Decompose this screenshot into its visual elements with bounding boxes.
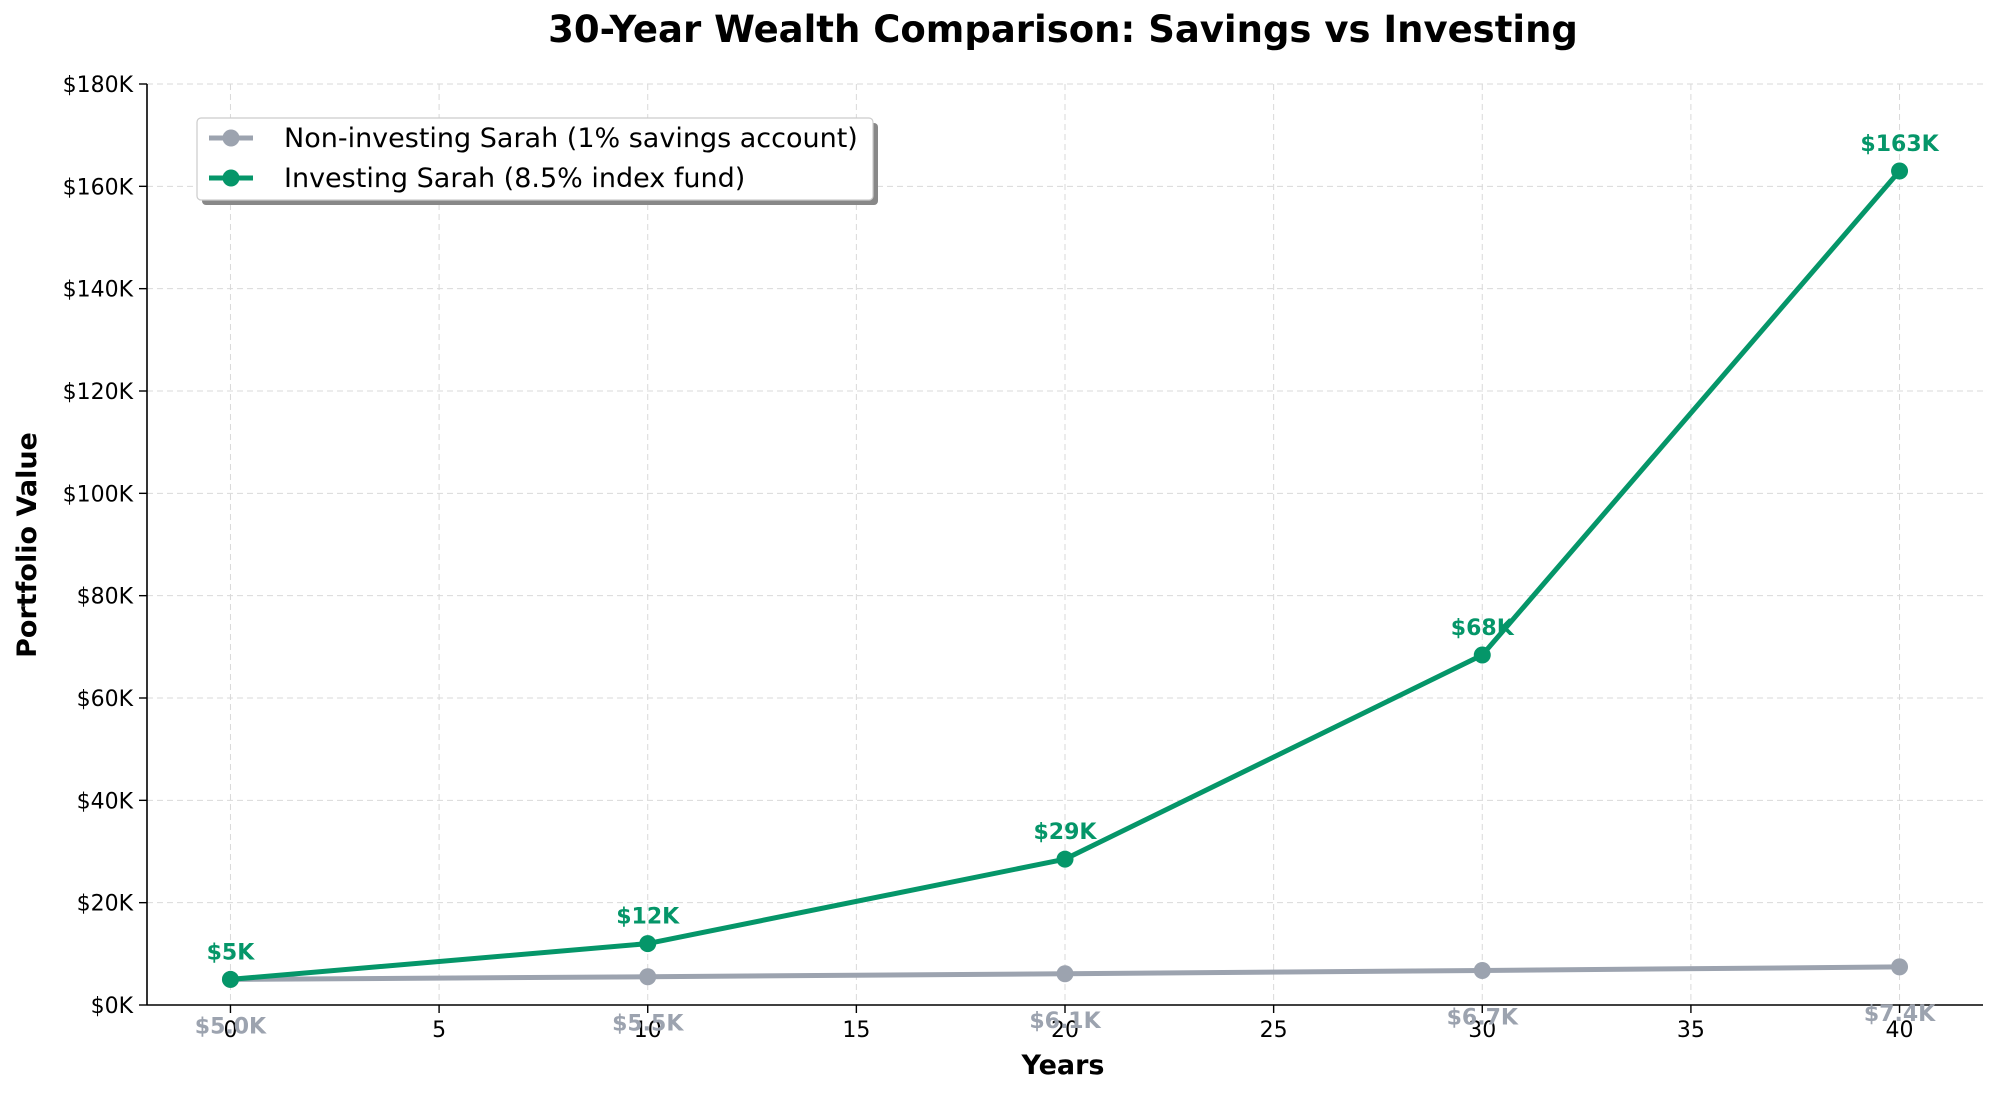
data-label: $68K (1451, 616, 1515, 641)
x-axis-title: Years (1021, 1050, 1105, 1081)
x-tick-label: 10 (634, 1018, 662, 1043)
x-tick-label: 15 (842, 1018, 870, 1043)
legend-entry: Non-investing Sarah (1% savings account) (284, 123, 858, 154)
data-label: $5.0K (195, 1014, 267, 1039)
x-tick-label: 25 (1260, 1018, 1288, 1043)
legend-swatch-marker (222, 129, 240, 147)
data-point (1473, 962, 1491, 980)
data-label: $12K (616, 905, 680, 930)
data-labels: $5.0K $5.5K $6.1K $6.7K $7.4K $5K $12K $29K $68K… (195, 132, 1940, 1039)
legend-entry: Investing Sarah (8.5% index fund) (284, 163, 745, 194)
data-point (221, 970, 239, 988)
data-label: $29K (1034, 820, 1098, 845)
chart-title: 30-Year Wealth Comparison: Savings vs In… (548, 8, 1578, 51)
y-axis-title: Portfolio Value (12, 432, 43, 658)
legend: Non-investing Sarah (1% savings account)… (196, 117, 878, 205)
data-point (1473, 646, 1491, 664)
data-label: $6.1K (1029, 1009, 1101, 1034)
data-label: $6.7K (1447, 1006, 1519, 1031)
y-tick-label: $80K (77, 585, 134, 610)
data-label: $5K (207, 940, 256, 965)
x-tick-label: 0 (223, 1018, 237, 1043)
legend-box (196, 117, 874, 201)
data-point (639, 968, 657, 986)
y-tick-label: $180K (63, 73, 134, 98)
x-tick-label: 5 (432, 1018, 446, 1043)
y-tick-label: $100K (63, 482, 134, 507)
data-point (1056, 965, 1074, 983)
y-tick-label: $120K (63, 380, 134, 405)
data-label: $7.4K (1864, 1002, 1936, 1027)
y-tick-label: $0K (91, 994, 134, 1019)
data-point (1891, 958, 1909, 976)
x-tick-label: 20 (1051, 1018, 1079, 1043)
x-tick-label: 40 (1886, 1018, 1914, 1043)
data-label: $5.5K (612, 1012, 684, 1037)
x-tick-label: 30 (1468, 1018, 1496, 1043)
data-point (1891, 162, 1909, 180)
data-point (1056, 850, 1074, 868)
tick-labels: 0 5 10 15 20 25 30 35 40 $0K $20K $40K $60K $80K $100K… (63, 73, 1914, 1043)
data-point (639, 935, 657, 953)
y-tick-label: $140K (63, 278, 134, 303)
x-tick-label: 35 (1677, 1018, 1705, 1043)
series-layer (221, 162, 1909, 988)
y-tick-label: $160K (63, 175, 134, 200)
y-tick-label: $40K (77, 789, 134, 814)
y-tick-label: $20K (77, 892, 134, 917)
data-label: $163K (1860, 132, 1939, 157)
y-tick-label: $60K (77, 687, 134, 712)
legend-swatch-marker (222, 169, 240, 187)
